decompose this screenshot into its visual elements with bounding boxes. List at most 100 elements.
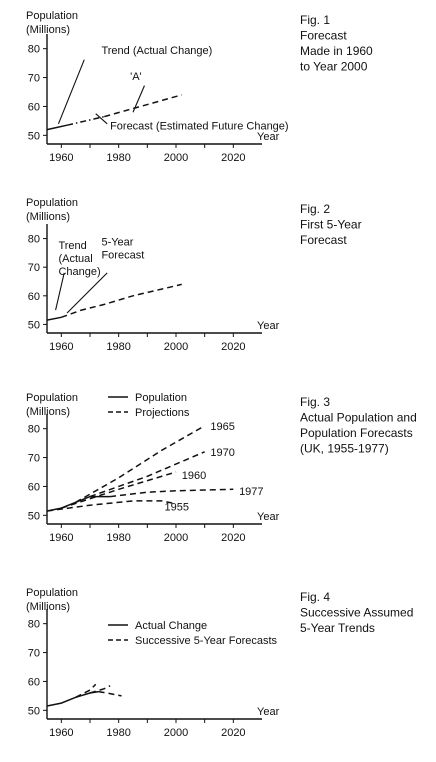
x-tick-label: 1980 — [106, 341, 130, 353]
y-axis-label: Population (Millions) — [26, 392, 78, 418]
y-tick-label: 60 — [28, 676, 40, 688]
y-tick-label: 70 — [28, 453, 40, 465]
y-tick-label: 80 — [28, 424, 40, 436]
callout-leader — [57, 59, 85, 124]
y-tick-label: 70 — [28, 262, 40, 274]
x-tick-label: 1980 — [106, 152, 130, 164]
figure-caption: Fig. 3 Actual Population and Population Fo… — [300, 395, 417, 456]
series-3-line — [89, 685, 111, 694]
y-tick-label: 80 — [28, 619, 40, 631]
figure-caption-line: Actual Population and — [300, 411, 417, 425]
figure-caption-line: Fig. 2 — [300, 202, 330, 216]
callout-label-line: Change) — [58, 266, 100, 278]
callout-label-line: (Actual — [58, 253, 92, 265]
series-1965-line — [75, 425, 206, 503]
series-1970-line — [89, 451, 205, 498]
figure-caption: Fig. 2 First 5-Year Forecast — [300, 202, 362, 247]
legend-label: Actual Change — [135, 620, 207, 632]
callout-leader — [66, 272, 108, 314]
callout-leader — [132, 85, 145, 113]
series-end-label: 1970 — [210, 447, 234, 459]
figure-caption-line: Population Forecasts — [300, 426, 413, 440]
x-axis-label: Year — [257, 706, 280, 718]
figure-caption-line: (UK, 1955-1977) — [300, 442, 389, 456]
y-tick-label: 60 — [28, 291, 40, 303]
y-tick-label: 70 — [28, 73, 40, 85]
series-1955-line — [46, 500, 177, 512]
x-tick-label: 1980 — [106, 727, 130, 739]
y-axis-label: Population (Millions) — [26, 197, 78, 223]
legend-label: Population — [135, 392, 187, 404]
series-1-line — [46, 316, 62, 321]
legend-label: Successive 5-Year Forecasts — [135, 635, 278, 647]
callout-label: Trend (Actual Change) — [58, 240, 100, 278]
figure-caption: Fig. 1 Forecast Made in 1960 to Year 2000 — [300, 13, 373, 74]
y-axis-label-line: (Millions) — [26, 24, 70, 36]
callout-label-line: Trend — [58, 240, 86, 252]
x-axis-label: Year — [257, 511, 280, 523]
x-tick-label: 1980 — [106, 532, 130, 544]
y-tick-label: 60 — [28, 101, 40, 113]
figure-caption-line: Forecast — [300, 233, 347, 247]
callout-label-line: Forecast — [101, 250, 144, 262]
callout-label: 'A' — [130, 71, 142, 83]
callout-leader — [55, 272, 65, 311]
x-tick-label: 2020 — [221, 341, 245, 353]
y-tick-label: 50 — [28, 705, 40, 717]
y-axis-label: Population (Millions) — [26, 587, 78, 613]
series-end-label: 1977 — [239, 486, 263, 498]
y-axis-label: Population (Millions) — [26, 10, 78, 36]
y-axis-label-line: (Millions) — [26, 211, 70, 223]
chart-panel-3: Fig. 3 Actual Population and Population Fo… — [26, 392, 417, 544]
x-axis-label: Year — [257, 131, 280, 143]
y-tick-label: 60 — [28, 481, 40, 493]
series-2-line — [61, 283, 182, 319]
x-tick-label: 2000 — [164, 341, 188, 353]
callout-label: 5-Year Forecast — [101, 237, 144, 262]
y-tick-label: 70 — [28, 648, 40, 660]
series-1977-line — [110, 488, 234, 498]
figure-caption-line: Made in 1960 — [300, 44, 373, 58]
callout-leader — [95, 113, 108, 125]
x-tick-label: 2000 — [164, 727, 188, 739]
chart-panel-1: Fig. 1 Forecast Made in 1960 to Year 2000 Po… — [26, 10, 373, 164]
y-tick-label: 80 — [28, 234, 40, 246]
series-end-label: 1960 — [182, 470, 206, 482]
figure-caption-line: to Year 2000 — [300, 60, 368, 74]
figure-caption-line: Fig. 3 — [300, 395, 330, 409]
chart-panel-4: Fig. 4 Successive Assumed 5-Year Trends Pop… — [26, 587, 413, 739]
series-3-line — [104, 94, 182, 118]
series-1-line — [46, 690, 99, 707]
figure-caption-line: Fig. 4 — [300, 590, 330, 604]
y-tick-label: 50 — [28, 319, 40, 331]
y-axis-label-line: (Millions) — [26, 601, 70, 613]
x-tick-label: 1960 — [49, 152, 73, 164]
y-axis-label-line: Population — [26, 10, 78, 22]
series-1-line — [46, 124, 68, 131]
y-axis-label-line: (Millions) — [26, 406, 70, 418]
y-axis-label-line: Population — [26, 392, 78, 404]
callout-label: Forecast (Estimated Future Change) — [110, 121, 289, 133]
x-tick-label: 2020 — [221, 152, 245, 164]
y-tick-label: 50 — [28, 510, 40, 522]
x-axis-label: Year — [257, 320, 280, 332]
figure-caption-line: First 5-Year — [300, 218, 362, 232]
series-1960-line — [61, 471, 177, 509]
figure-caption-line: Successive Assumed — [300, 606, 413, 620]
callout-label: Trend (Actual Change) — [101, 45, 212, 57]
legend-label: Projections — [135, 407, 190, 419]
figure-caption: Fig. 4 Successive Assumed 5-Year Trends — [300, 590, 413, 635]
figure-caption-line: Fig. 1 — [300, 13, 330, 27]
series-2-line — [66, 115, 105, 126]
series-2-line — [75, 683, 97, 698]
x-tick-label: 2000 — [164, 532, 188, 544]
x-tick-label: 1960 — [49, 532, 73, 544]
x-tick-label: 2000 — [164, 152, 188, 164]
callout-label-line: 5-Year — [101, 237, 133, 249]
y-tick-label: 50 — [28, 130, 40, 142]
series-end-label: 1965 — [210, 421, 234, 433]
x-tick-label: 2020 — [221, 727, 245, 739]
x-tick-label: 2020 — [221, 532, 245, 544]
